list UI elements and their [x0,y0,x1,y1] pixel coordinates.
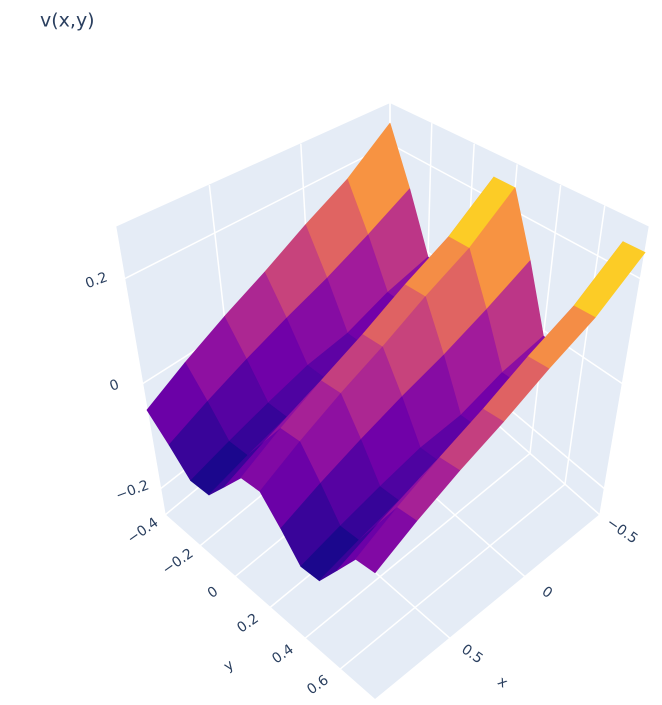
tick-label: 0.5 [458,641,485,667]
tick-label: 0.2 [83,269,109,292]
tick-label: −0.4 [124,515,161,548]
grid-line [599,226,651,516]
grid-line [304,452,531,639]
grid-line [529,184,562,454]
x-axis-title: x [495,674,511,692]
grid-line [124,143,391,280]
tick-label: 0.6 [304,672,331,698]
tick-label: −0.5 [603,515,640,548]
tick-label: 0 [108,377,122,395]
tick-label: 0.2 [234,611,261,637]
grid-line [114,226,166,516]
tick-label: −0.2 [114,477,151,504]
surface [146,122,646,582]
tick-label: 0 [539,584,555,602]
grid-line [374,514,601,701]
tick-label: −0.2 [159,546,196,579]
grid-line [564,205,606,485]
surface-patch [355,507,418,574]
tick-label: 0.4 [269,641,296,667]
tick-label: 0 [205,584,221,602]
y-axis-title: y [221,657,237,675]
chart-title: v(x,y) [40,10,95,32]
grid-line [339,483,566,670]
